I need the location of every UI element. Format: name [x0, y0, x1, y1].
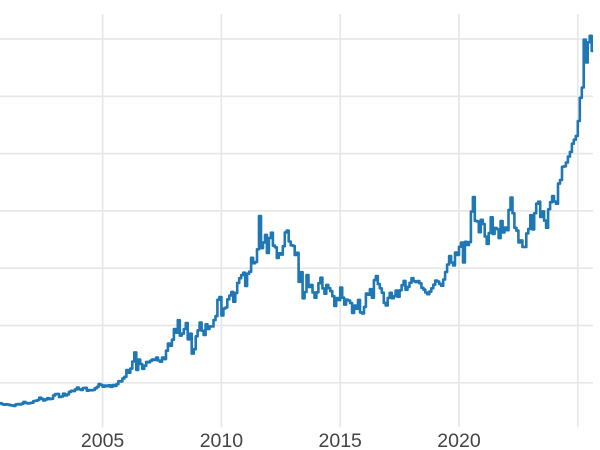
svg-text:2020: 2020 — [437, 430, 481, 450]
svg-text:2015: 2015 — [319, 430, 363, 450]
svg-text:2005: 2005 — [81, 430, 125, 450]
svg-text:2010: 2010 — [200, 430, 244, 450]
